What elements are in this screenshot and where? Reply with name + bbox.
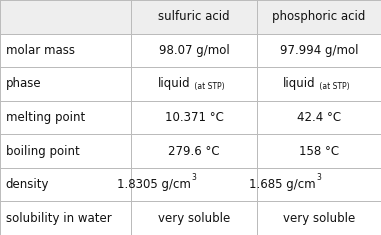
Text: solubility in water: solubility in water xyxy=(6,212,112,225)
Text: 3: 3 xyxy=(316,173,321,182)
Bar xyxy=(131,101,257,134)
Bar xyxy=(131,67,257,101)
Text: 1.685 g/cm: 1.685 g/cm xyxy=(249,178,315,191)
Text: 98.07 g/mol: 98.07 g/mol xyxy=(159,44,230,57)
Text: liquid: liquid xyxy=(158,77,190,90)
Bar xyxy=(0,134,131,168)
Bar xyxy=(257,134,381,168)
Bar xyxy=(0,67,131,101)
Bar xyxy=(0,0,131,34)
Text: 3: 3 xyxy=(191,173,196,182)
Bar xyxy=(131,134,257,168)
Bar xyxy=(0,101,131,134)
Text: 42.4 °C: 42.4 °C xyxy=(297,111,341,124)
Bar xyxy=(257,0,381,34)
Text: phase: phase xyxy=(6,77,42,90)
Bar xyxy=(0,168,131,201)
Text: 97.994 g/mol: 97.994 g/mol xyxy=(280,44,359,57)
Bar xyxy=(131,0,257,34)
Bar xyxy=(131,168,257,201)
Text: phosphoric acid: phosphoric acid xyxy=(272,10,366,23)
Text: liquid: liquid xyxy=(283,77,315,90)
Text: very soluble: very soluble xyxy=(158,212,231,225)
Text: 1.8305 g/cm: 1.8305 g/cm xyxy=(117,178,190,191)
Text: 10.371 °C: 10.371 °C xyxy=(165,111,224,124)
Bar xyxy=(131,201,257,235)
Bar xyxy=(257,34,381,67)
Bar xyxy=(0,34,131,67)
Text: boiling point: boiling point xyxy=(6,145,80,158)
Text: 158 °C: 158 °C xyxy=(299,145,339,158)
Text: (at STP): (at STP) xyxy=(192,82,225,91)
Bar xyxy=(131,34,257,67)
Text: very soluble: very soluble xyxy=(283,212,355,225)
Text: (at STP): (at STP) xyxy=(317,82,350,91)
Bar xyxy=(257,101,381,134)
Text: sulfuric acid: sulfuric acid xyxy=(158,10,230,23)
Text: density: density xyxy=(6,178,49,191)
Bar xyxy=(0,201,131,235)
Text: 279.6 °C: 279.6 °C xyxy=(168,145,220,158)
Text: molar mass: molar mass xyxy=(6,44,75,57)
Bar xyxy=(257,67,381,101)
Bar xyxy=(257,168,381,201)
Text: melting point: melting point xyxy=(6,111,85,124)
Bar xyxy=(257,201,381,235)
